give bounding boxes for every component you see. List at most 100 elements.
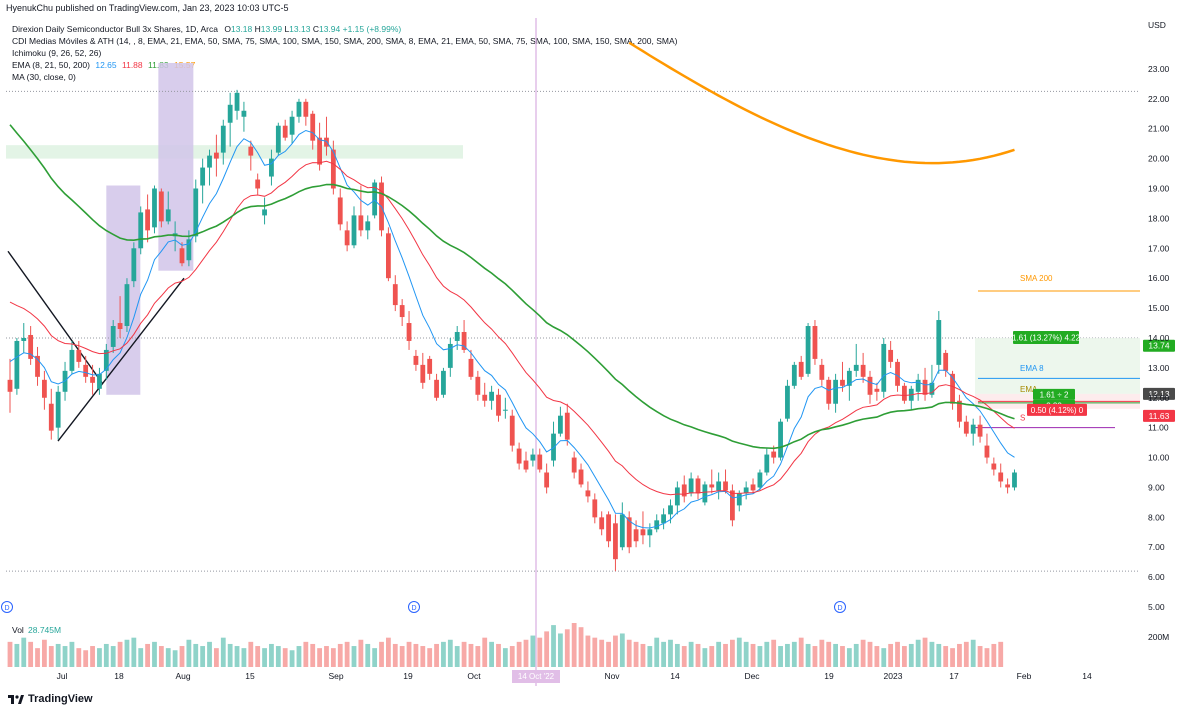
volume-bar	[585, 635, 591, 667]
volume-bar	[83, 650, 89, 667]
candle-body	[819, 364, 825, 380]
last-price-tag-box	[1143, 339, 1175, 352]
tradingview-brand: TradingView	[28, 693, 93, 705]
volume-bar	[379, 641, 384, 667]
dividend-marker-icon[interactable]	[408, 601, 420, 613]
volume-bar	[241, 648, 247, 667]
candle-body	[840, 379, 845, 386]
candle-body	[413, 355, 419, 365]
candle-body	[957, 400, 962, 422]
candle-body	[812, 326, 818, 359]
time-tick-label: 19	[403, 671, 413, 681]
candle-body	[227, 104, 233, 123]
dividend-marker-icon[interactable]	[1, 601, 13, 613]
ma-legend[interactable]: MA (30, close, 0)	[12, 72, 76, 82]
volume-bar	[275, 646, 281, 667]
candle-body	[695, 478, 701, 494]
candle-body	[234, 92, 240, 111]
volume-bar	[661, 641, 666, 667]
volume-bar	[674, 643, 680, 667]
candle-body	[269, 158, 274, 177]
close-label: C	[312, 24, 319, 34]
candle-body	[661, 514, 666, 524]
candle-body	[344, 230, 350, 246]
volume-bar	[902, 646, 907, 667]
dividend-marker-icon[interactable]	[834, 601, 846, 613]
volume-bar	[358, 639, 364, 667]
volume-bar	[103, 643, 109, 667]
candle-body	[688, 478, 694, 494]
cursor-date-box	[512, 670, 560, 683]
candle-body	[14, 340, 20, 389]
candle-body	[420, 364, 426, 383]
volume-bar	[812, 646, 818, 667]
price-tick-label: 18.00	[1148, 213, 1170, 223]
ema8-line	[9, 129, 1015, 529]
price-tick-label: 8.00	[1148, 512, 1165, 522]
sma200-label: SMA 200	[1020, 274, 1053, 283]
volume-bar	[840, 646, 845, 667]
candle-body	[785, 385, 790, 419]
volume-value: 28.745M	[28, 625, 61, 635]
candle-body	[743, 487, 749, 494]
time-tick-label: 14	[1082, 671, 1092, 681]
volume-bar	[592, 637, 598, 667]
candle-body	[936, 320, 942, 365]
candle-body	[447, 343, 453, 368]
cdi-indicator-legend[interactable]: CDI Medias Móviles & ATH (14, , 8, EMA, …	[12, 36, 678, 46]
volume-bar	[509, 646, 515, 667]
volume-bar	[668, 639, 673, 667]
volume-bar	[262, 648, 267, 667]
candle-body	[310, 113, 316, 141]
volume-bar	[626, 639, 632, 667]
volume-bar	[502, 648, 508, 667]
volume-bar	[888, 643, 894, 667]
candle-body	[165, 209, 171, 222]
volume-bar	[833, 643, 838, 667]
candle-body	[895, 361, 900, 386]
volume-bar	[537, 637, 543, 667]
candle-body	[42, 379, 47, 398]
volume-bar	[571, 623, 577, 667]
volume-bar	[344, 641, 350, 667]
candle-body	[509, 415, 515, 446]
price-tick-label: 15.00	[1148, 303, 1170, 313]
volume-bar	[957, 643, 962, 667]
time-tick-label: Dec	[744, 671, 760, 681]
volume-bar	[998, 641, 1004, 667]
time-tick-label: 2023	[884, 671, 903, 681]
volume-bar	[853, 643, 859, 667]
candle-body	[571, 457, 577, 473]
candle-body	[606, 514, 611, 542]
low-label: L	[284, 24, 290, 34]
price-axis-currency: USD	[1148, 20, 1166, 30]
candle-body	[791, 364, 797, 386]
ichimoku-legend[interactable]: Ichimoku (9, 26, 52, 26)	[12, 48, 102, 58]
candle-body	[138, 212, 144, 249]
volume-bar	[399, 646, 405, 667]
dividend-marker-label: D	[411, 605, 416, 612]
tradingview-logo-icon	[8, 694, 24, 704]
candle-body	[833, 379, 838, 404]
mid-price-tag-box	[1143, 387, 1175, 400]
open-value: 13.18	[230, 24, 253, 34]
price-tick-label: 19.00	[1148, 183, 1170, 193]
time-tick-label: Oct	[467, 671, 481, 681]
symbol-legend[interactable]: Direxion Daily Semiconductor Bull 3x Sha…	[12, 24, 401, 34]
low-price-tag: 11.63	[1149, 411, 1170, 421]
volume-bar	[654, 637, 660, 667]
sma200-line	[628, 41, 1015, 165]
volume-bar	[434, 643, 439, 667]
candle-body	[674, 487, 680, 506]
volume-bar	[468, 643, 474, 667]
volume-bar	[427, 648, 433, 667]
tradingview-logo[interactable]: TradingView	[8, 693, 93, 705]
volume-bar	[317, 648, 322, 667]
price-tick-label: 11.00	[1148, 423, 1169, 433]
volume-label: Vol	[12, 625, 24, 635]
rr-label: 1.61 ÷ 2	[1040, 390, 1069, 399]
time-tick-label: 18	[114, 671, 124, 681]
candle-body	[131, 248, 137, 282]
